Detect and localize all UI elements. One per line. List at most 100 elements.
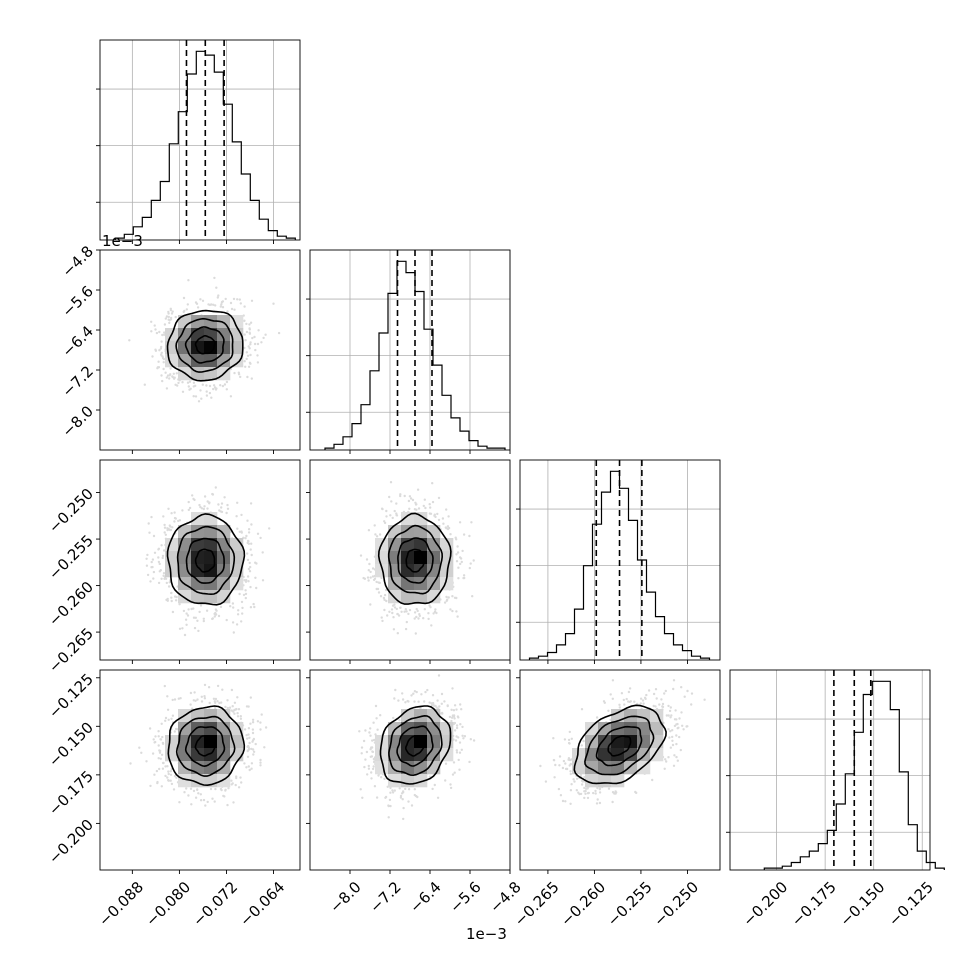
y-tick-label: −0.200 [45, 816, 97, 868]
histogram-panel-2 [516, 459, 721, 664]
panel-frame [99, 249, 301, 451]
contour-line [184, 326, 225, 364]
grid-lines [520, 460, 720, 660]
contour-line [388, 714, 443, 777]
density-cell [401, 538, 415, 552]
contour-line [377, 512, 452, 605]
y-tick-label: −8.0 [58, 402, 96, 440]
density-cell [414, 748, 428, 762]
x-axis-exponent: 1e−3 [466, 925, 507, 943]
x-tick-label: −8.0 [326, 878, 364, 916]
density-cell [414, 774, 428, 788]
density-cell [165, 564, 179, 578]
scatter-panel-2-1 [306, 459, 511, 664]
density-cell [624, 722, 638, 736]
contour-line [404, 735, 425, 757]
density-cell [191, 564, 205, 578]
panel-frame [519, 459, 721, 661]
density-cell [191, 354, 205, 368]
density-cell [191, 748, 205, 762]
y-tick-label: −0.175 [45, 767, 97, 819]
scatter-panel-2-0 [96, 459, 301, 664]
density-cell [217, 748, 231, 762]
density-cell [427, 735, 441, 749]
y-tick-label: −5.6 [58, 282, 96, 320]
density-cell [650, 748, 664, 762]
contour-line [194, 548, 216, 573]
density-cell [598, 761, 612, 775]
y-tick-label: −0.265 [45, 624, 97, 676]
grid-lines [310, 250, 511, 450]
x-tick-label: −7.2 [366, 878, 404, 916]
density-cell [598, 722, 612, 736]
density-cell [217, 590, 231, 604]
density-cell [204, 315, 218, 329]
grid-lines [730, 670, 930, 870]
density-cell [388, 722, 402, 736]
density-cell [230, 551, 244, 565]
y-axis-exponent: 1e−3 [102, 232, 143, 250]
panel-frame [99, 39, 301, 241]
panel-content [129, 683, 268, 807]
density-cell [401, 774, 415, 788]
density-cell [401, 525, 415, 539]
x-tick-label: −0.150 [836, 878, 888, 930]
density-cell [204, 328, 218, 342]
contour-line [167, 705, 246, 787]
contour-line [379, 705, 452, 785]
x-tick-label: −5.6 [446, 878, 484, 916]
density-cell [401, 551, 415, 565]
density-cell [427, 722, 441, 736]
panel-content [359, 481, 475, 635]
y-tick-label: −4.8 [58, 242, 96, 280]
density-cell [375, 761, 389, 775]
y-tick-label: −6.4 [58, 322, 96, 360]
density-cell [217, 761, 231, 775]
density-cell [204, 722, 218, 736]
contour-line [387, 524, 444, 595]
density-cell [178, 551, 192, 565]
panel-frame [309, 249, 511, 451]
density-cell [401, 761, 415, 775]
histogram-panel-0 [96, 39, 301, 244]
density-cell [375, 564, 389, 578]
density-cell [414, 512, 428, 526]
density-cell [388, 538, 402, 552]
contour-line [396, 725, 434, 767]
contour-line [194, 335, 216, 355]
contour-line [175, 317, 234, 373]
density-cell [178, 748, 192, 762]
density-cell [414, 709, 428, 723]
density-cell [178, 564, 192, 578]
contour-line [397, 537, 434, 584]
density-cell [204, 551, 218, 565]
scatter-panel-1-0 [96, 249, 301, 454]
density-cell [414, 564, 428, 578]
histogram-panel-1 [306, 249, 511, 454]
y-tick-label: −0.250 [45, 485, 97, 537]
panel-frame [309, 669, 511, 871]
x-tick-label: −0.255 [604, 878, 656, 930]
density-cell [427, 590, 441, 604]
density-cell [204, 761, 218, 775]
density-cell [191, 341, 205, 355]
y-tick-label: −0.260 [45, 578, 97, 630]
panel-frame [519, 669, 721, 871]
x-tick-label: −0.250 [650, 878, 702, 930]
density-cell [204, 564, 218, 578]
density-cell [230, 722, 244, 736]
histogram-step [528, 470, 711, 660]
density-cell [427, 564, 441, 578]
contour-line [176, 525, 236, 596]
contour-line [595, 725, 643, 767]
density-cell [388, 525, 402, 539]
density-cell [401, 577, 415, 591]
contour-line [405, 548, 425, 573]
panel-frame [309, 459, 511, 661]
density-cell [611, 735, 625, 749]
density-cell [375, 551, 389, 565]
density-cell [427, 538, 441, 552]
x-tick-label: −0.175 [788, 878, 840, 930]
y-tick-label: −0.255 [45, 531, 97, 583]
